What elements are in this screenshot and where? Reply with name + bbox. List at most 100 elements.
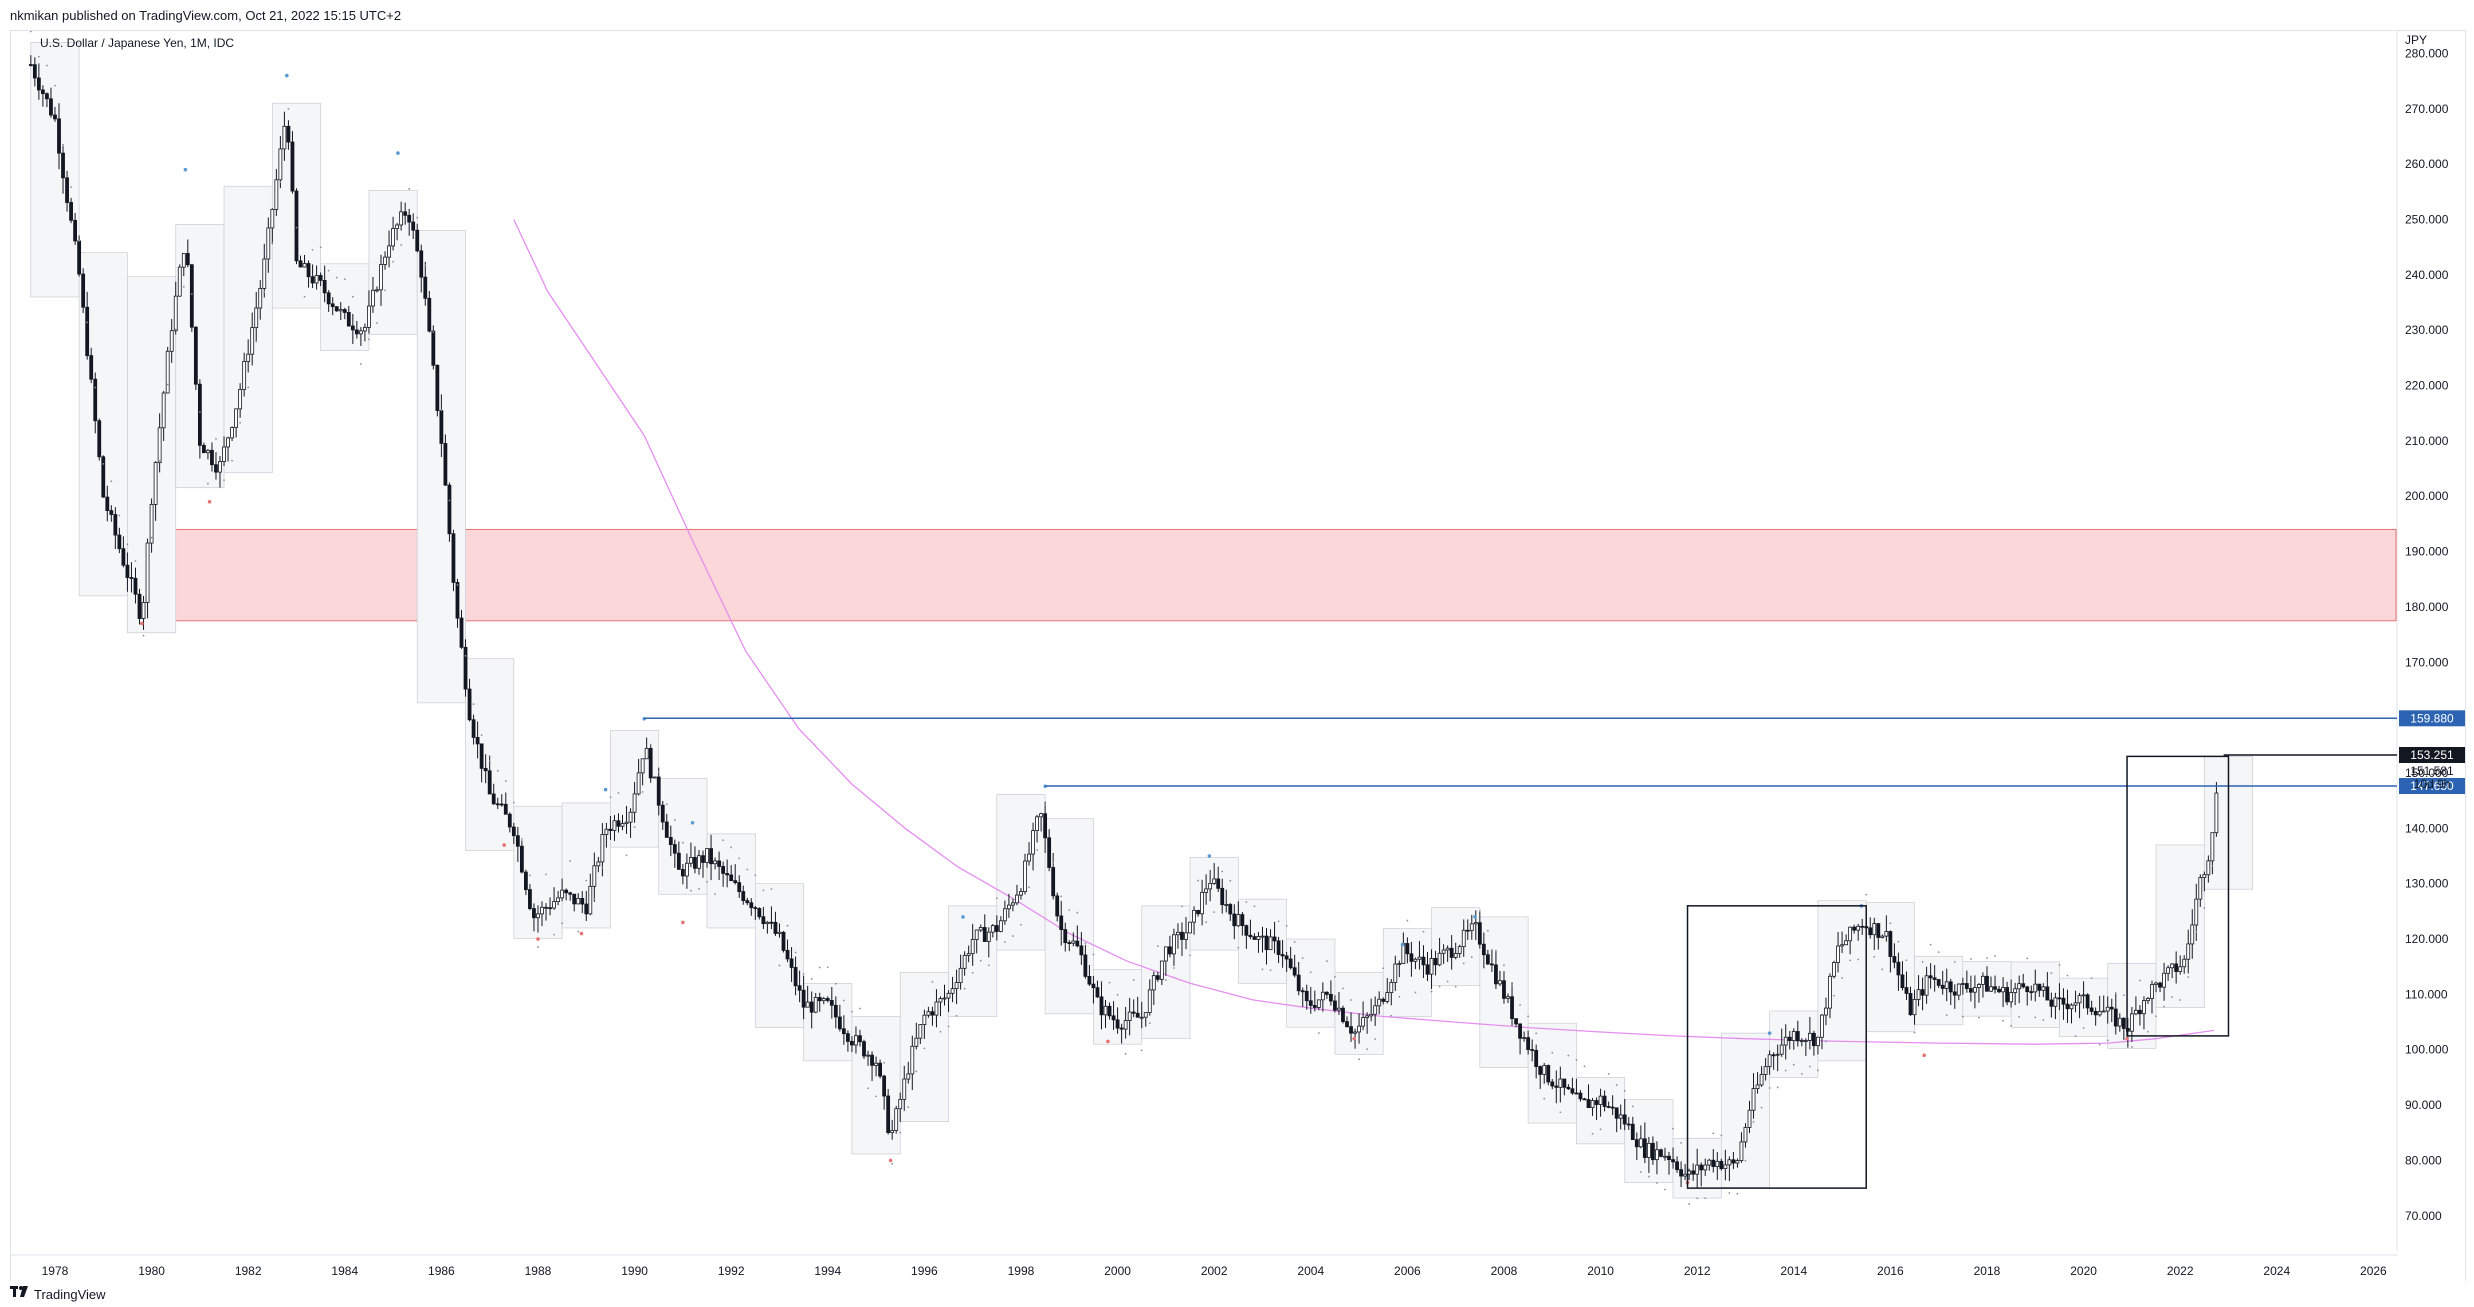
x-tick-label: 2026 — [2360, 1264, 2387, 1278]
candle-body — [471, 719, 476, 738]
sar-dot — [2098, 1043, 2101, 1046]
candle-body — [1397, 963, 1402, 965]
sar-dot — [2034, 1016, 2037, 1019]
candle-body — [1667, 1155, 1671, 1161]
sar-dot — [545, 873, 547, 876]
candle-body — [1019, 891, 1023, 896]
symbol-legend: U.S. Dollar / Japanese Yen, 1M, IDC — [40, 36, 235, 50]
candle-body — [620, 823, 625, 827]
candle-body — [966, 953, 971, 956]
candle-body — [938, 998, 943, 1003]
pivot-high-marker — [1767, 1031, 1772, 1035]
range-box — [1817, 900, 1867, 1062]
sar-dot — [842, 999, 845, 1002]
candle-body — [725, 873, 730, 876]
candle-body — [338, 309, 343, 312]
candle-body — [1598, 1095, 1603, 1105]
chart-frame[interactable]: 70.000 80.000 90.000 100.000 110.000 120.000 1… — [10, 30, 2466, 1281]
sar-dot — [392, 260, 394, 263]
y-tick-label: 220.000 — [2405, 379, 2449, 393]
sar-dot — [762, 889, 765, 892]
candle-body — [1485, 954, 1490, 965]
candle-body — [1630, 1123, 1635, 1141]
sar-dot — [2082, 1027, 2085, 1029]
candle-body — [1502, 980, 1506, 999]
candle-body — [729, 874, 734, 881]
sar-dot — [1615, 1084, 1618, 1086]
candle-body — [2190, 924, 2195, 945]
candle-body — [1651, 1142, 1655, 1161]
sar-dot — [1044, 803, 1047, 806]
candle-body — [1731, 1159, 1736, 1164]
sar-dot — [834, 982, 837, 985]
candle-body — [1469, 923, 1474, 931]
candle-body — [1252, 936, 1257, 940]
sar-dot — [826, 966, 829, 969]
candle-body — [552, 901, 556, 909]
pivot-low-marker — [1106, 1039, 1110, 1044]
x-tick-label: 2020 — [2070, 1264, 2097, 1278]
candle-body — [246, 353, 251, 362]
candle-body — [1002, 908, 1007, 922]
candle-body — [2178, 966, 2183, 972]
candle-body — [1284, 955, 1289, 960]
sar-dot — [1978, 1016, 1980, 1019]
candle-body — [1924, 975, 1929, 996]
candle-body — [2065, 1003, 2070, 1010]
sar-dot — [1817, 1069, 1819, 1072]
y-tick-label: 180.000 — [2405, 600, 2449, 614]
sar-dot — [2179, 999, 2182, 1001]
sar-dot — [899, 1131, 902, 1134]
sar-dot — [1905, 959, 1908, 962]
last-price-tag — [2399, 746, 2465, 763]
candle-body — [741, 891, 746, 901]
sar-dot — [786, 924, 789, 927]
sar-dot — [37, 55, 40, 58]
sar-dot — [818, 966, 821, 969]
candle-body — [1341, 1007, 1345, 1022]
y-tick-label: 240.000 — [2405, 268, 2449, 282]
candle-body — [1816, 1036, 1820, 1047]
candle-body — [697, 855, 701, 869]
sar-dot — [1486, 929, 1489, 932]
sar-dot — [1543, 1097, 1546, 1100]
supply-zone — [141, 528, 2397, 622]
candle-body — [890, 1130, 895, 1133]
candle-body — [1260, 935, 1265, 938]
candle-body — [850, 1040, 854, 1046]
price-chart[interactable]: 70.000 80.000 90.000 100.000 110.000 120.000 1… — [11, 31, 2465, 1281]
candle-body — [676, 852, 681, 870]
candle-body — [1445, 947, 1450, 951]
candle-body — [556, 897, 561, 902]
candle-body — [2206, 860, 2211, 876]
candle-body — [85, 306, 90, 357]
sar-dot — [368, 338, 370, 341]
candle-body — [1373, 1005, 1378, 1015]
sar-dot — [1325, 960, 1328, 963]
candle-body — [202, 444, 206, 454]
pivot-high-marker — [396, 151, 400, 155]
sar-dot — [2203, 907, 2206, 909]
x-tick-label: 2006 — [1394, 1264, 1421, 1278]
candle-body — [592, 865, 597, 887]
sar-dot — [1148, 1022, 1151, 1025]
candle-body — [2073, 1002, 2078, 1006]
candle-body — [169, 330, 174, 352]
sar-dot — [1116, 993, 1119, 996]
pivot-high-marker — [285, 73, 289, 78]
sar-dot — [1084, 942, 1087, 945]
candle-body — [1546, 1065, 1551, 1083]
candle-body — [1719, 1160, 1724, 1170]
sar-dot — [327, 269, 330, 272]
candle-body — [1159, 960, 1164, 980]
sar-dot — [1631, 1105, 1634, 1108]
candle-body — [1743, 1127, 1748, 1143]
candle-body — [785, 949, 790, 960]
candle-body — [1691, 1170, 1696, 1175]
sar-dot — [1036, 849, 1038, 851]
candle-body — [1626, 1123, 1631, 1126]
candle-body — [250, 327, 255, 355]
sar-dot — [1478, 910, 1481, 912]
candle-body — [519, 845, 524, 873]
sar-dot — [1293, 940, 1296, 943]
